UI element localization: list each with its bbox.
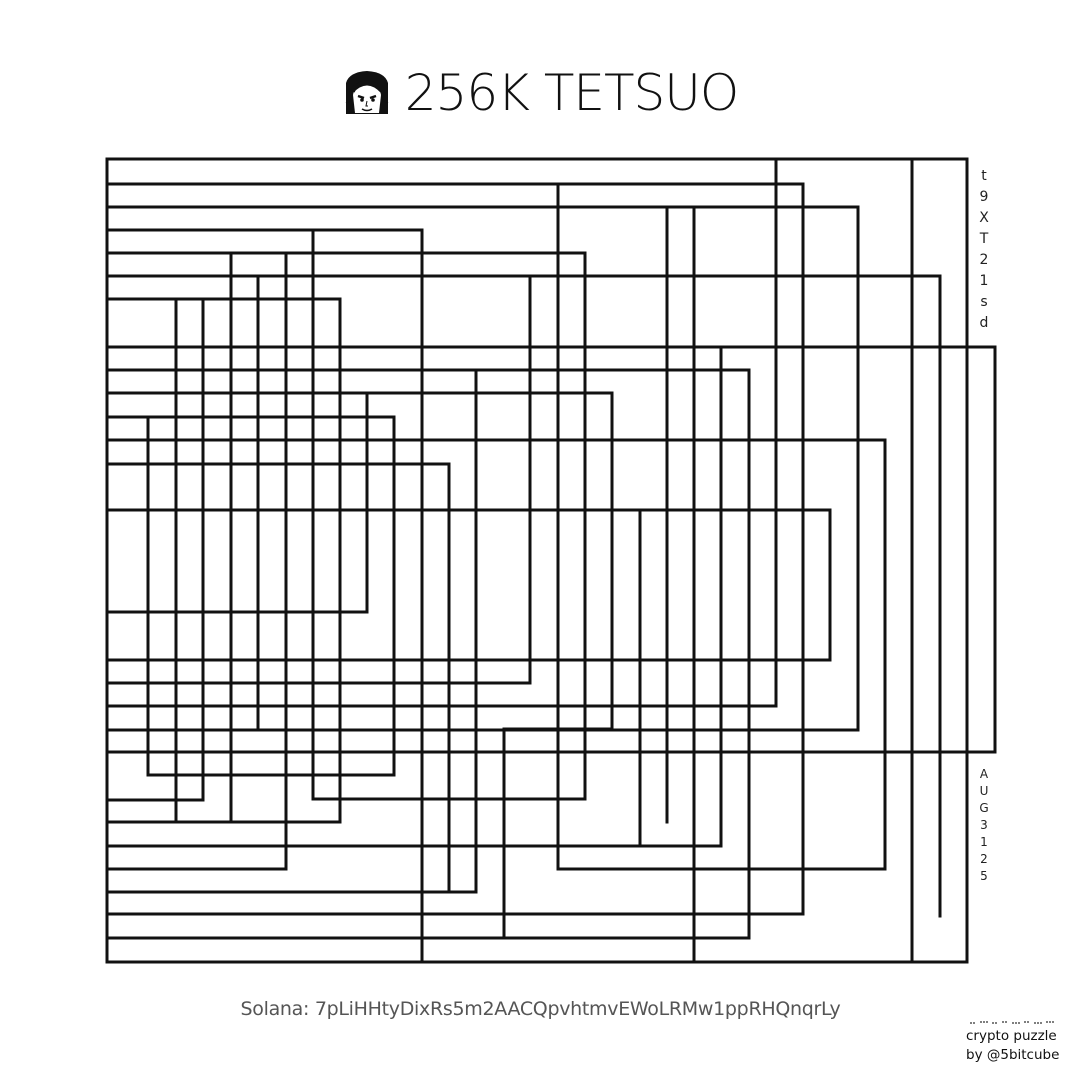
side-code-char: A: [979, 767, 989, 781]
side-code-char: G: [979, 801, 989, 815]
side-code-char: d: [979, 315, 989, 331]
side-code-char: 9: [979, 189, 989, 205]
credit-decoration-icon: [970, 1021, 1054, 1024]
manga-face-icon: [343, 70, 390, 116]
side-code-char: 1: [980, 835, 988, 849]
side-code-char: X: [979, 210, 989, 226]
side-code-char: t: [981, 168, 987, 184]
credit-line-2: by @5bitcube: [966, 1047, 1060, 1063]
side-code-char: 2: [979, 252, 989, 268]
side-code-char: 2: [980, 852, 988, 866]
header: 256K TETSUO: [0, 62, 1081, 124]
side-code-char: 3: [980, 818, 988, 832]
solana-address: Solana: 7pLiHHtyDixRs5m2AACQpvhtmvEWoLRM…: [240, 998, 841, 1020]
side-code-char: s: [980, 294, 988, 310]
page-title: 256K TETSUO: [404, 64, 739, 122]
side-code-char: U: [979, 784, 989, 798]
credit-line-1: crypto puzzle: [966, 1028, 1057, 1044]
side-code-char: 1: [979, 273, 989, 289]
side-code-char: T: [979, 231, 989, 247]
maze-lines: [105, 157, 997, 964]
side-code-bottom: A U G 3 1 2 5: [976, 766, 992, 885]
puzzle-credit: crypto puzzle by @5bitcube: [966, 1027, 1078, 1065]
side-code-char: 5: [980, 869, 988, 883]
side-code-top: t 9 X T 2 1 s d: [976, 166, 992, 334]
